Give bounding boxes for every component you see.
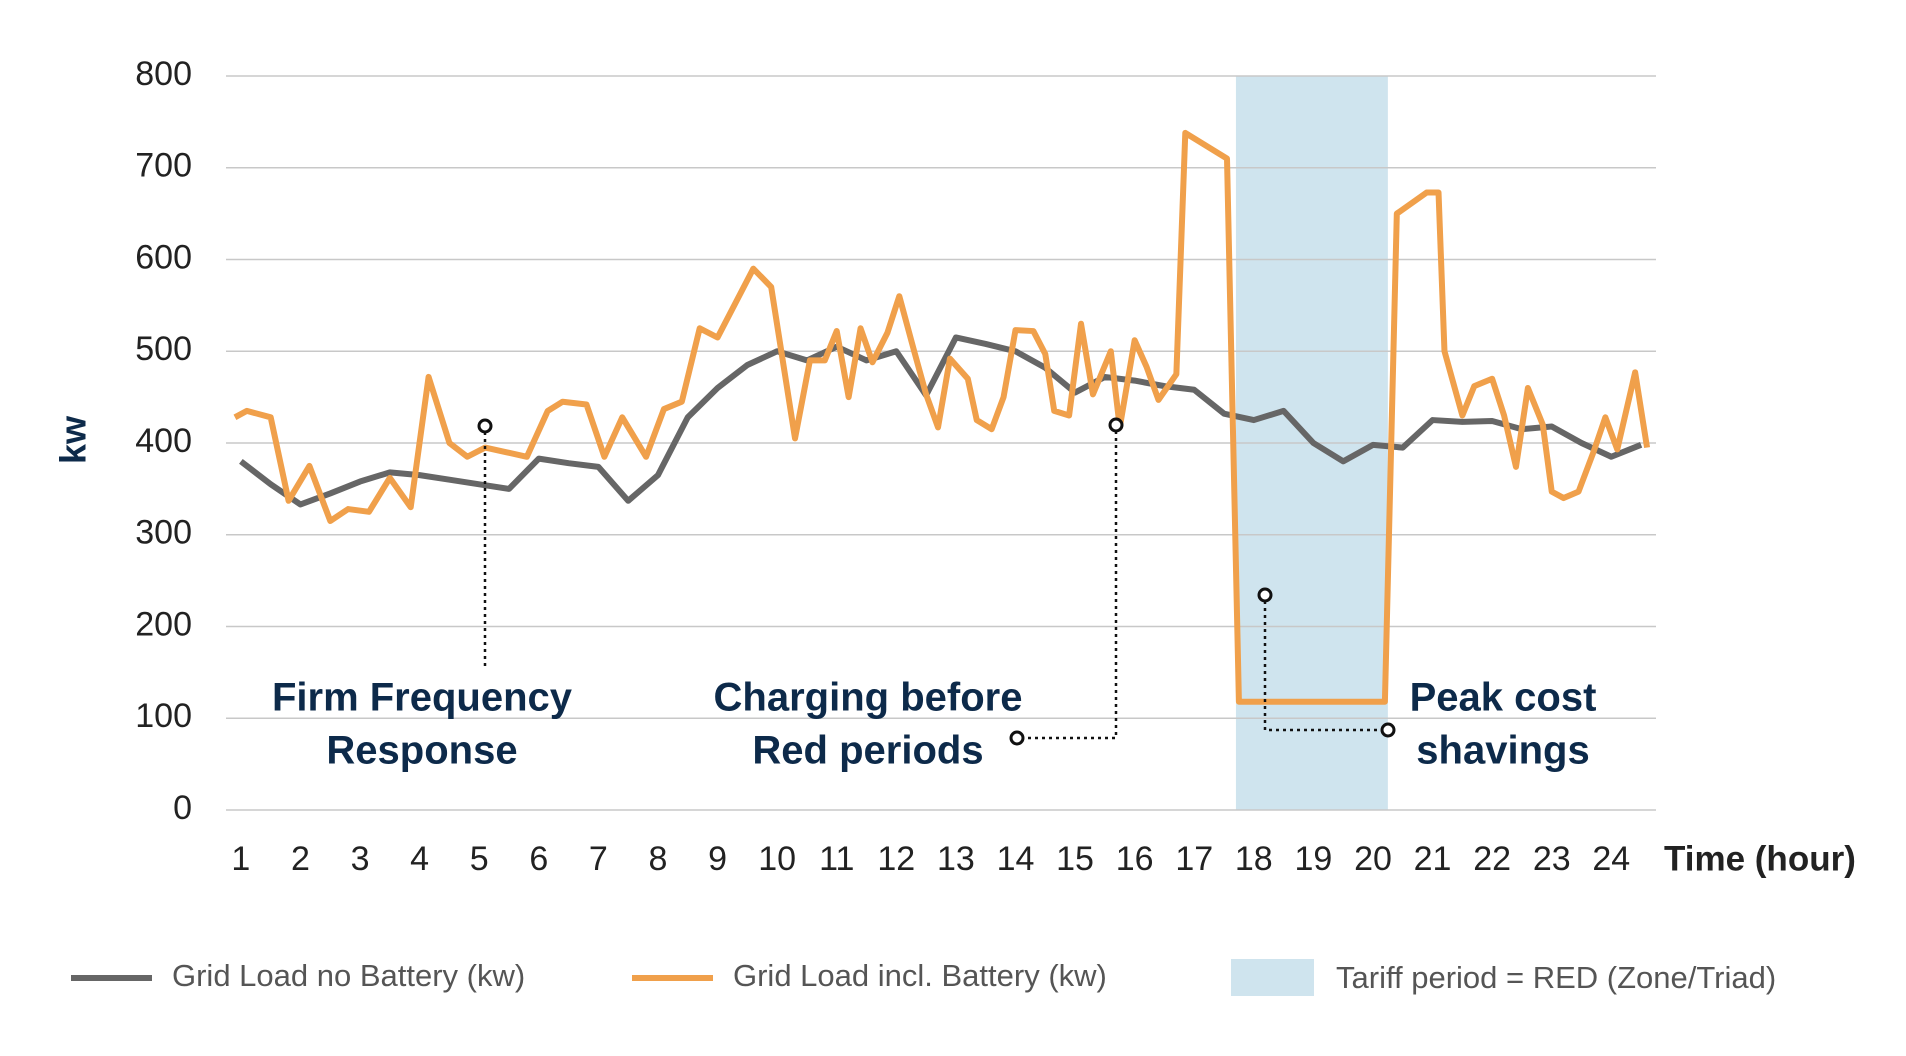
- annotation-text: Response: [326, 729, 517, 773]
- annotation-text: shavings: [1416, 729, 1589, 773]
- annotation-connector: [1023, 431, 1118, 740]
- x-tick-label: 15: [1056, 840, 1094, 878]
- x-tick-label: 3: [351, 840, 370, 878]
- x-tick-label: 22: [1473, 840, 1511, 878]
- x-tick-label: 19: [1294, 840, 1332, 878]
- annotation-marker: [1009, 730, 1025, 746]
- annotation-text: Red periods: [752, 729, 983, 773]
- annotation-marker: [1380, 722, 1396, 738]
- series-line: [239, 334, 1643, 508]
- annotation-marker: [1257, 587, 1273, 603]
- annotation-marker: [477, 418, 493, 434]
- x-tick-label: 23: [1533, 840, 1571, 878]
- x-tick-label: 18: [1235, 840, 1273, 878]
- x-tick-label: 24: [1592, 840, 1630, 878]
- x-tick-label: 12: [877, 840, 915, 878]
- y-tick-label: 500: [135, 330, 192, 368]
- annotation-marker: [1108, 417, 1124, 433]
- x-tick-label: 1: [231, 840, 250, 878]
- legend-label: Tariff period = RED (Zone/Triad): [1336, 960, 1776, 995]
- annotation-connector: [1263, 601, 1382, 732]
- x-tick-label: 10: [758, 840, 796, 878]
- x-tick-label: 14: [997, 840, 1035, 878]
- legend-swatch: [1231, 959, 1314, 996]
- x-tick-label: 6: [529, 840, 548, 878]
- y-tick-label: 400: [135, 422, 192, 460]
- x-tick-label: 20: [1354, 840, 1392, 878]
- y-tick-label: 100: [135, 697, 192, 735]
- x-tick-label: 16: [1116, 840, 1154, 878]
- x-tick-label: 4: [410, 840, 429, 878]
- x-tick-label: 9: [708, 840, 727, 878]
- y-tick-label: 600: [135, 238, 192, 276]
- legend-label: Grid Load no Battery (kw): [172, 958, 525, 993]
- x-tick-label: 17: [1175, 840, 1213, 878]
- x-tick-label: 13: [937, 840, 975, 878]
- y-tick-label: 800: [135, 55, 192, 93]
- y-tick-label: 0: [173, 789, 192, 827]
- annotation-text: Firm Frequency: [272, 676, 573, 720]
- annotation-text: Charging before: [714, 676, 1023, 720]
- y-tick-label: 700: [135, 147, 192, 185]
- x-tick-label: 11: [819, 840, 854, 878]
- y-axis-label: kw: [53, 415, 94, 464]
- x-tick-label: 5: [470, 840, 489, 878]
- x-axis-label: Time (hour): [1664, 839, 1856, 878]
- x-tick-label: 2: [291, 840, 310, 878]
- annotation-text: Peak cost: [1410, 676, 1597, 720]
- y-tick-label: 200: [135, 605, 192, 643]
- y-tick-label: 300: [135, 514, 192, 552]
- x-tick-label: 8: [649, 840, 668, 878]
- series-line: [233, 129, 1651, 705]
- x-tick-label: 21: [1414, 840, 1452, 878]
- x-tick-label: 7: [589, 840, 608, 878]
- legend-label: Grid Load incl. Battery (kw): [733, 958, 1107, 993]
